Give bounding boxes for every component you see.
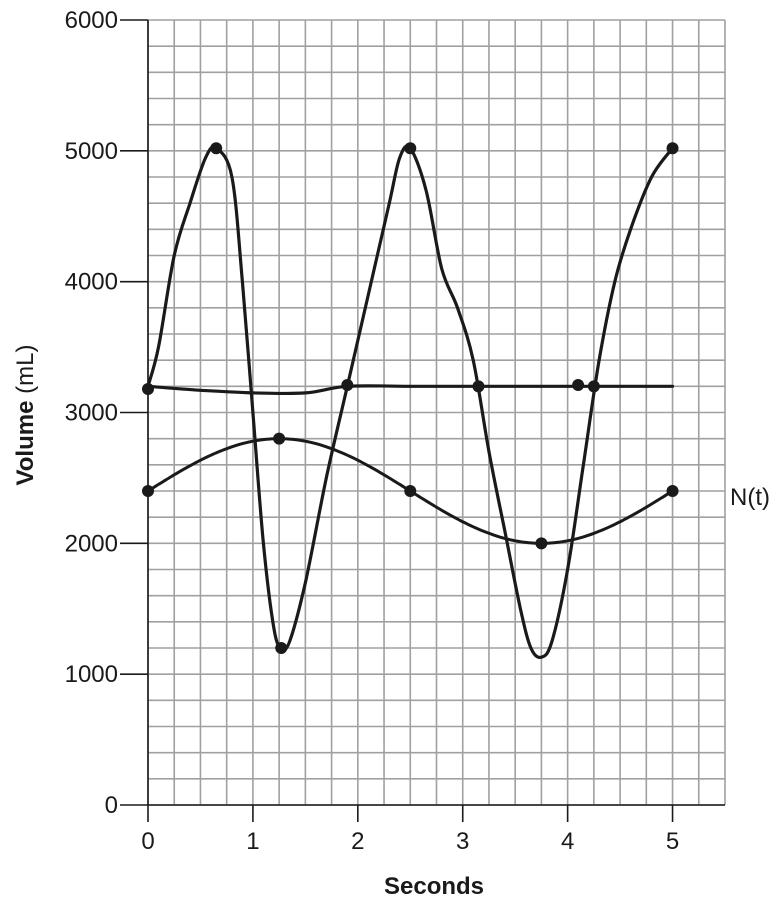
data-point-1 (275, 642, 288, 654)
x-tick-label: 0 (141, 828, 154, 855)
data-point-1 (210, 142, 223, 155)
marker-layer (142, 142, 679, 654)
data-point-3 (535, 537, 548, 550)
y-axis-title-bold: Volume (12, 401, 39, 486)
y-tick-label: 5000 (65, 138, 118, 165)
y-tick-label: 1000 (65, 661, 118, 688)
x-tick-label: 2 (351, 828, 364, 855)
x-tick-label: 1 (246, 828, 259, 855)
x-tick-label: 3 (456, 828, 469, 855)
data-point-3 (404, 485, 417, 497)
data-point-3 (273, 432, 286, 445)
x-axis-title: Seconds (384, 873, 484, 900)
data-point-1 (404, 142, 417, 155)
data-point-3 (666, 485, 679, 497)
tick-marks (120, 19, 674, 822)
data-point-2 (142, 382, 154, 395)
y-axis-title: Volume (mL) (12, 345, 39, 486)
data-point-1 (666, 142, 679, 155)
y-tick-label: 4000 (65, 269, 118, 296)
y-tick-label: 3000 (65, 400, 118, 427)
y-tick-label: 6000 (65, 7, 118, 34)
data-point-2 (587, 380, 600, 393)
y-axis-title-unit: (mL) (12, 345, 39, 401)
grid (147, 19, 726, 806)
data-point-2 (472, 380, 485, 393)
y-tick-label: 2000 (65, 530, 118, 557)
y-tick-label: 0 (105, 792, 118, 819)
data-point-2 (341, 379, 354, 392)
series-line-1 (146, 144, 675, 660)
data-point-2 (572, 379, 585, 392)
x-tick-label: 4 (561, 828, 574, 855)
data-point-3 (142, 485, 154, 497)
x-tick-label: 5 (666, 828, 679, 855)
series-label-n: N(t) (730, 484, 770, 511)
tick-labels: 0 1000 2000 3000 4000 5000 6000 0 1 2 3 4 5 (65, 7, 680, 855)
